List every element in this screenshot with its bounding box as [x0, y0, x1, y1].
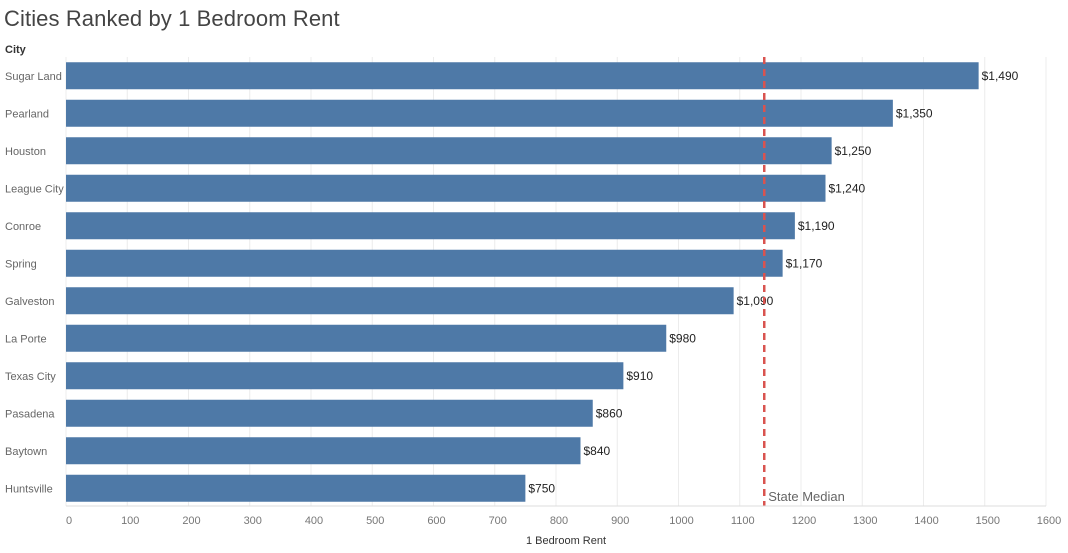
x-tick-label: 1300	[853, 515, 877, 527]
category-label: League City	[5, 183, 64, 195]
category-label: Spring	[5, 258, 37, 270]
bar	[66, 249, 783, 277]
x-tick-label: 200	[182, 515, 200, 527]
x-tick-label: 0	[66, 515, 72, 527]
category-label: Texas City	[5, 371, 56, 383]
value-label: $910	[626, 369, 653, 383]
value-label: $750	[528, 481, 555, 495]
x-tick-label: 300	[244, 515, 262, 527]
category-label: Pasadena	[5, 408, 55, 420]
x-tick-label: 100	[121, 515, 139, 527]
value-label: $1,490	[982, 69, 1019, 83]
chart-title: Cities Ranked by 1 Bedroom Rent	[4, 6, 340, 31]
bar	[66, 99, 893, 127]
bar	[66, 137, 832, 165]
value-label: $1,190	[798, 219, 835, 233]
x-tick-label: 500	[366, 515, 384, 527]
gridlines	[65, 57, 1047, 506]
category-label: Sugar Land	[5, 71, 62, 83]
value-label: $980	[669, 331, 696, 345]
x-axis-title: 1 Bedroom Rent	[526, 535, 606, 547]
reference-line-label: State Median	[768, 489, 845, 504]
x-tick-label: 600	[427, 515, 445, 527]
x-tick-label: 1400	[914, 515, 938, 527]
category-header: City	[5, 44, 26, 56]
bar	[66, 324, 667, 352]
x-tick-label: 800	[550, 515, 568, 527]
bar	[66, 212, 795, 240]
value-label: $1,350	[896, 106, 933, 120]
category-label: Baytown	[5, 446, 47, 458]
value-label: $1,170	[786, 256, 823, 270]
bar	[66, 362, 624, 390]
bar	[66, 62, 979, 90]
x-tick-label: 900	[611, 515, 629, 527]
x-tick-label: 1600	[1037, 515, 1061, 527]
x-tick-label: 1100	[731, 515, 755, 527]
value-label: $860	[596, 406, 623, 420]
bar	[66, 474, 526, 502]
value-label: $1,240	[829, 181, 866, 195]
x-tick-label: 1200	[792, 515, 816, 527]
bar	[66, 399, 593, 427]
bars	[66, 62, 979, 502]
x-tick-label: 700	[489, 515, 507, 527]
category-label: Pearland	[5, 108, 49, 120]
category-label: Houston	[5, 146, 46, 158]
value-label: $1,250	[835, 144, 872, 158]
bar	[66, 287, 734, 315]
category-label: Galveston	[5, 296, 55, 308]
category-label: Conroe	[5, 221, 41, 233]
x-tick-label: 400	[305, 515, 323, 527]
category-label: La Porte	[5, 333, 47, 345]
value-label: $840	[584, 444, 611, 458]
value-label: $1,090	[737, 294, 774, 308]
reference-line-group: State Median	[763, 57, 845, 506]
x-axis: 0 100 200 300 400 500 600 700 800 900 1000 1100 1200…	[66, 505, 1061, 547]
bar	[66, 437, 581, 465]
bar	[66, 174, 826, 202]
labels: Sugar Land $1,490 Pearland $1,350 Houston $1,…	[5, 69, 1019, 496]
x-tick-label: 1500	[976, 515, 1000, 527]
category-label: Huntsville	[5, 483, 53, 495]
x-tick-label: 1000	[669, 515, 693, 527]
